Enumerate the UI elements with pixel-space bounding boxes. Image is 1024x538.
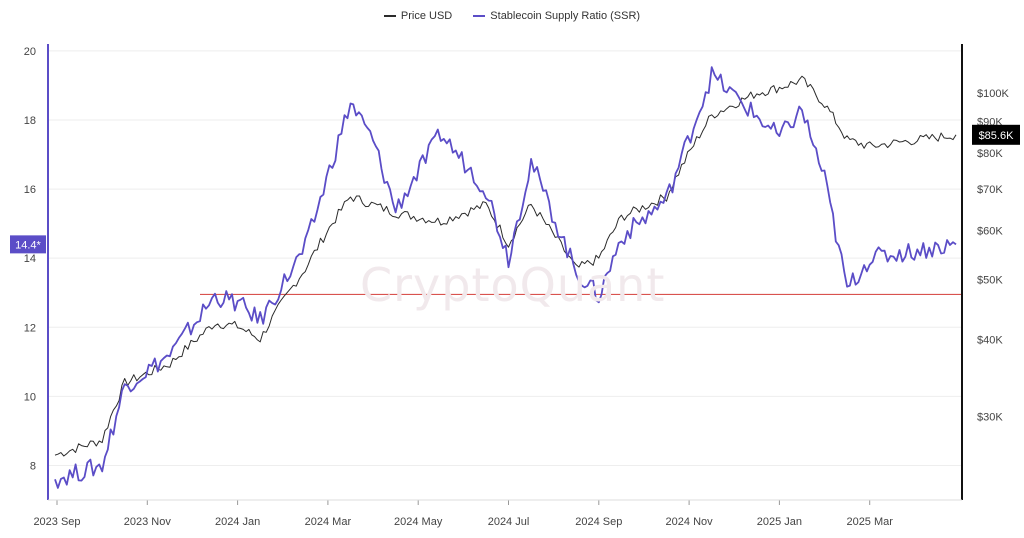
y-right-tick-label: $80K — [977, 148, 1003, 160]
y-left-tick-label: 20 — [24, 46, 36, 58]
axes: 8101214161820$30K$40K$50K$60K$70K$80K$90… — [24, 44, 1009, 528]
x-tick-label: 2024 Jul — [488, 516, 530, 528]
y-left-tick-label: 18 — [24, 115, 36, 127]
legend-label-ssr: Stablecoin Supply Ratio (SSR) — [490, 10, 641, 22]
y-left-tick-label: 10 — [24, 391, 36, 403]
x-tick-label: 2025 Mar — [846, 516, 893, 528]
y-right-tick-label: $60K — [977, 225, 1003, 237]
x-tick-label: 2023 Nov — [124, 516, 172, 528]
series-line-price — [54, 75, 957, 457]
x-tick-label: 2024 May — [394, 516, 443, 528]
price-value-badge-label: $85.6K — [979, 130, 1015, 142]
y-right-tick-label: $70K — [977, 184, 1003, 196]
legend-item-price[interactable]: Price USD — [383, 10, 453, 22]
x-tick-label: 2024 Mar — [305, 516, 352, 528]
price-value-badge — [972, 124, 1020, 145]
legend-swatch-price — [383, 15, 396, 17]
x-tick-label: 2024 Jan — [215, 516, 260, 528]
y-right-tick-label: $40K — [977, 334, 1003, 346]
y-right-tick-label: $100K — [977, 88, 1009, 100]
y-right-tick-label: $30K — [977, 412, 1003, 424]
legend-item-ssr[interactable]: Stablecoin Supply Ratio (SSR) — [473, 10, 640, 22]
y-left-tick-label: 14 — [24, 253, 36, 265]
y-left-tick-label: 8 — [30, 460, 36, 472]
y-left-tick-label: 12 — [24, 322, 36, 334]
value-badges: 14.4* $85.6K — [10, 124, 1020, 254]
y-left-tick-label: 16 — [24, 184, 36, 196]
grid-lines — [48, 50, 962, 466]
y-right-tick-label: $50K — [977, 274, 1003, 286]
series-lines — [54, 66, 957, 489]
watermark-logo: CryptoQuant — [360, 258, 666, 312]
x-tick-label: 2025 Jan — [757, 516, 802, 528]
legend-swatch-ssr — [473, 15, 486, 17]
legend-label-price: Price USD — [400, 10, 453, 22]
x-tick-label: 2023 Sep — [33, 516, 80, 528]
series-line-ssr — [54, 66, 957, 489]
ssr-value-badge — [10, 235, 46, 254]
x-tick-label: 2024 Nov — [666, 516, 714, 528]
x-tick-label: 2024 Sep — [575, 516, 622, 528]
ssr-value-badge-label: 14.4* — [15, 239, 41, 251]
legend: Price USD Stablecoin Supply Ratio (SSR) — [0, 8, 1024, 22]
